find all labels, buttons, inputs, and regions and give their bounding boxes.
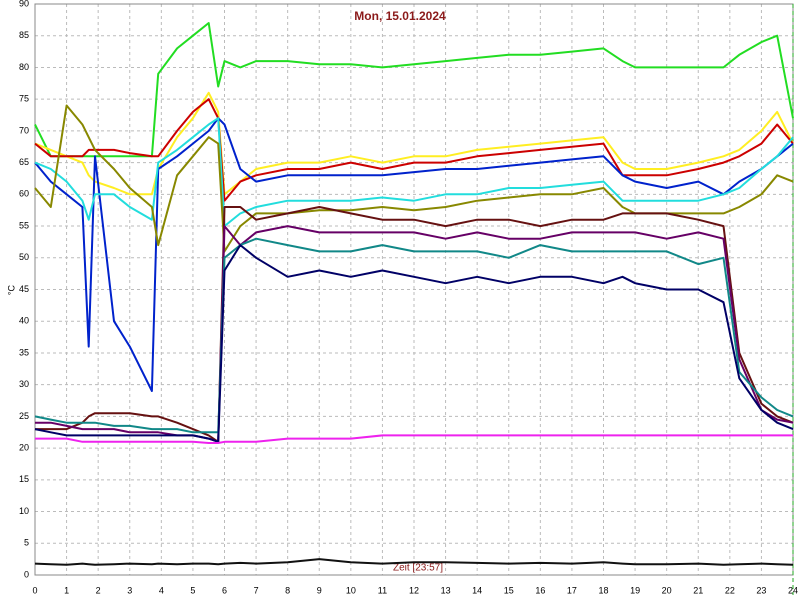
y-tick-label: 80 xyxy=(19,62,29,72)
y-tick-label: 55 xyxy=(19,220,29,230)
x-tick-label: 9 xyxy=(317,585,322,595)
x-tick-label: 13 xyxy=(441,585,451,595)
x-tick-label: 17 xyxy=(567,585,577,595)
plot-frame xyxy=(34,3,794,576)
x-tick-label: 10 xyxy=(346,585,356,595)
series-line xyxy=(34,98,794,202)
x-tick-label: 7 xyxy=(254,585,259,595)
x-tick-label: 16 xyxy=(535,585,545,595)
series-line xyxy=(35,225,794,443)
x-axis-label: Zeit [23:57] xyxy=(393,563,443,574)
x-tick-label: 19 xyxy=(630,585,640,595)
y-tick-label: 40 xyxy=(19,316,29,326)
series-line xyxy=(34,117,794,228)
series-line xyxy=(34,558,794,566)
x-tick-label: 11 xyxy=(378,585,387,595)
y-tick-label: 90 xyxy=(19,0,29,8)
y-tick-label: 20 xyxy=(19,442,29,452)
y-tick-label: 15 xyxy=(19,474,29,484)
y-tick-label: 65 xyxy=(19,157,29,167)
y-tick-label: 5 xyxy=(24,538,29,548)
x-tick-label: 18 xyxy=(598,585,608,595)
y-tick-label: 50 xyxy=(19,252,29,262)
series-line xyxy=(34,22,794,158)
series-line xyxy=(35,206,794,443)
x-tick-label: 1 xyxy=(64,585,69,595)
x-tick-label: 6 xyxy=(222,585,227,595)
x-tick-label: 20 xyxy=(662,585,672,595)
y-tick-label: 30 xyxy=(19,379,29,389)
series-line xyxy=(34,91,794,196)
series-line xyxy=(34,117,794,392)
x-tick-label: 8 xyxy=(285,585,290,595)
x-tick-label: 5 xyxy=(190,585,195,595)
y-axis-label: °C xyxy=(6,284,16,295)
y-tick-label: 60 xyxy=(19,189,29,199)
series-line xyxy=(35,434,793,444)
chart-title: Mon, 15.01.2024 xyxy=(354,9,446,23)
x-tick-label: 2 xyxy=(96,585,101,595)
y-tick-label: 70 xyxy=(19,125,29,135)
x-tick-label: 0 xyxy=(32,585,37,595)
x-tick-label: 15 xyxy=(504,585,514,595)
series-line xyxy=(34,237,794,434)
x-tick-label: 12 xyxy=(409,585,419,595)
x-tick-label: 14 xyxy=(472,585,482,595)
x-tick-label: 22 xyxy=(725,585,735,595)
x-tick-label: 4 xyxy=(159,585,164,595)
y-tick-label: 75 xyxy=(19,94,29,104)
series-line xyxy=(34,244,794,443)
y-tick-label: 10 xyxy=(19,506,29,516)
x-tick-label: 24 xyxy=(788,585,798,595)
x-tick-label: 23 xyxy=(756,585,766,595)
y-tick-label: 0 xyxy=(24,569,29,579)
y-tick-label: 35 xyxy=(19,347,29,357)
x-tick-label: 3 xyxy=(127,585,132,595)
x-tick-label: 21 xyxy=(693,585,703,595)
y-tick-label: 25 xyxy=(19,411,29,421)
y-tick-label: 85 xyxy=(19,30,29,40)
y-tick-label: 45 xyxy=(19,284,29,294)
